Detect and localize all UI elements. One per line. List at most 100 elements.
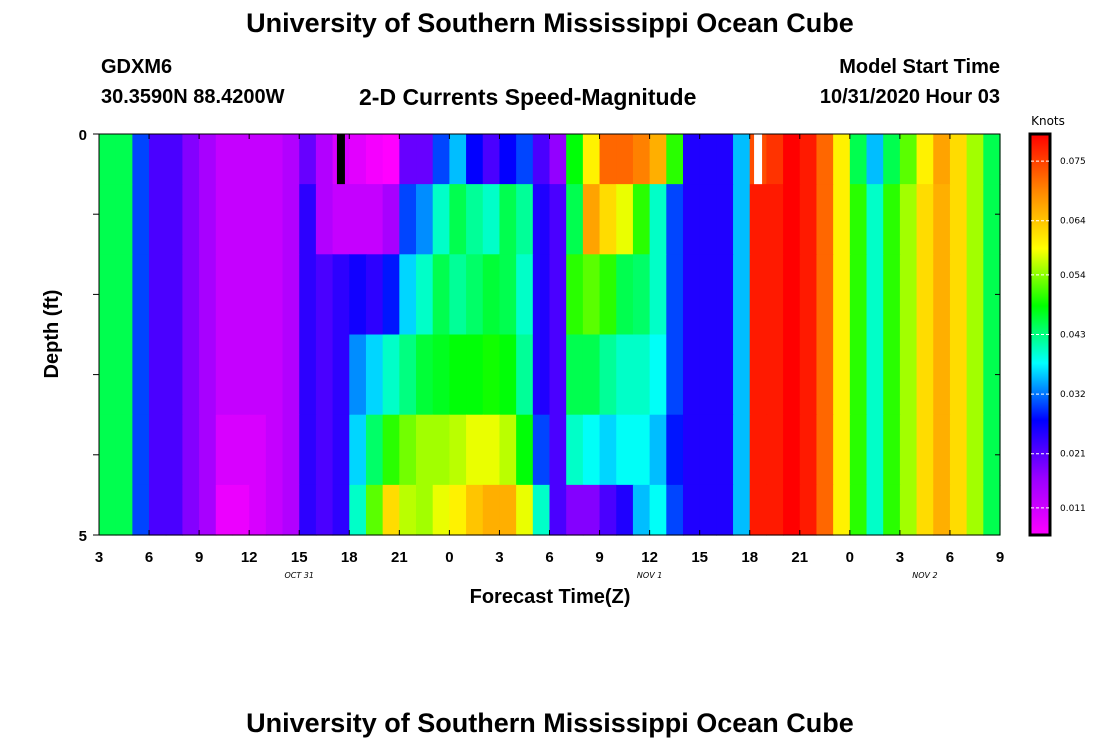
heatmap-cell <box>432 484 450 536</box>
missing-data-marker <box>754 134 763 185</box>
heatmap-cell <box>332 484 350 536</box>
heatmap-cell <box>449 254 467 336</box>
x-tick-label: 0 <box>846 549 854 566</box>
heatmap-cell <box>549 184 567 255</box>
heatmap-cell <box>482 254 501 336</box>
heatmap-cell <box>466 484 484 536</box>
x-tick-label: 15 <box>691 549 708 566</box>
heatmap-cell <box>733 484 751 536</box>
heatmap-cell <box>966 254 984 336</box>
heatmap-cell <box>399 254 417 336</box>
colorbar-gradient <box>1030 134 1050 535</box>
x-tick-label: 18 <box>741 549 758 566</box>
heatmap-cell <box>432 254 450 336</box>
heatmap-cell <box>716 414 734 486</box>
heatmap-cell <box>682 484 701 536</box>
heatmap-cell <box>282 334 300 416</box>
heatmap-cell <box>716 484 734 536</box>
heatmap-cell <box>149 254 167 336</box>
heatmap-cell <box>115 484 133 536</box>
heatmap-cell <box>382 254 400 336</box>
heatmap-cell <box>599 414 617 486</box>
heatmap-cell <box>783 184 801 255</box>
heatmap-cell <box>232 414 250 486</box>
heatmap-cell <box>315 484 334 536</box>
heatmap-cell <box>632 184 651 255</box>
heatmap-cell <box>883 254 901 336</box>
x-tick-label: 12 <box>641 549 658 566</box>
heatmap-cell <box>632 484 651 536</box>
heatmap-cell <box>933 184 951 255</box>
heatmap-cell <box>966 414 984 486</box>
heatmap-cell <box>833 184 851 255</box>
heatmap-cell <box>132 334 150 416</box>
heatmap-cell <box>582 184 601 255</box>
heatmap-cell <box>399 184 417 255</box>
day-label: OCT 31 <box>284 571 314 580</box>
heatmap-cell <box>616 414 634 486</box>
heatmap-cell <box>783 334 801 416</box>
heatmap-cell <box>883 414 901 486</box>
heatmap-cell <box>866 134 884 185</box>
heatmap-cell <box>933 254 951 336</box>
footer-title: University of Southern Mississippi Ocean… <box>246 708 854 738</box>
heatmap-cell <box>816 134 834 185</box>
x-tick-label: 18 <box>341 549 358 566</box>
heatmap-cell <box>666 254 684 336</box>
heatmap-cell <box>332 414 350 486</box>
heatmap-cell <box>599 254 617 336</box>
heatmap-cell <box>365 484 384 536</box>
colorbar-ticks: 0.075 0.064 0.054 0.043 0.032 0.021 0.011 <box>1031 157 1086 514</box>
heatmap-cell <box>532 254 551 336</box>
heatmap-cell <box>299 254 317 336</box>
heatmap-cell <box>716 184 734 255</box>
heatmap-cell <box>165 414 184 486</box>
heatmap-cell <box>649 334 667 416</box>
heatmap-cell <box>883 134 901 185</box>
heatmap-cell <box>265 334 284 416</box>
heatmap-cell <box>833 254 851 336</box>
x-tick-label: 12 <box>241 549 258 566</box>
heatmap-cell <box>232 134 250 185</box>
heatmap-cell <box>466 184 484 255</box>
heatmap-cell <box>682 254 701 336</box>
heatmap-cell <box>165 484 184 536</box>
heatmap-cell <box>666 134 684 185</box>
heatmap-cell <box>249 184 267 255</box>
heatmap-cell <box>983 484 1001 536</box>
x-tick-label: 6 <box>946 549 954 566</box>
heatmap-cell <box>516 414 534 486</box>
x-tick-label: 6 <box>545 549 553 566</box>
heatmap-cell <box>332 334 350 416</box>
heatmap-cell <box>582 484 601 536</box>
heatmap-cell <box>149 134 167 185</box>
heatmap-cell <box>182 184 200 255</box>
colorbar-tick-label: 0.011 <box>1060 504 1086 514</box>
heatmap-cell <box>382 134 400 185</box>
heatmap-cell <box>349 334 367 416</box>
heatmap-cell <box>382 484 400 536</box>
heatmap-cell <box>616 484 634 536</box>
colorbar-tick-label: 0.043 <box>1060 331 1086 341</box>
heatmap-cell <box>449 184 467 255</box>
heatmap-cell <box>199 134 217 185</box>
heatmap-cell <box>382 334 400 416</box>
heatmap-cell <box>983 334 1001 416</box>
heatmap-cell <box>699 134 717 185</box>
heatmap-cell <box>966 184 984 255</box>
heatmap-cell <box>783 484 801 536</box>
heatmap-cell <box>849 334 868 416</box>
heatmap-cell <box>182 134 200 185</box>
chart-title: University of Southern Mississippi Ocean… <box>246 8 854 38</box>
heatmap-cell <box>733 184 751 255</box>
colorbar: Knots 0.075 0.064 0.054 0.043 0.032 0.021 0.01… <box>1028 114 1086 537</box>
heatmap-cell <box>132 134 150 185</box>
heatmap-cell <box>949 414 968 486</box>
heatmap-cell <box>582 254 601 336</box>
heatmap-cell <box>282 184 300 255</box>
heatmap-cell <box>899 184 918 255</box>
heatmap-cell <box>799 134 818 185</box>
heatmap-cell <box>449 484 467 536</box>
heatmap-cell <box>532 334 551 416</box>
heatmap-cell <box>933 414 951 486</box>
